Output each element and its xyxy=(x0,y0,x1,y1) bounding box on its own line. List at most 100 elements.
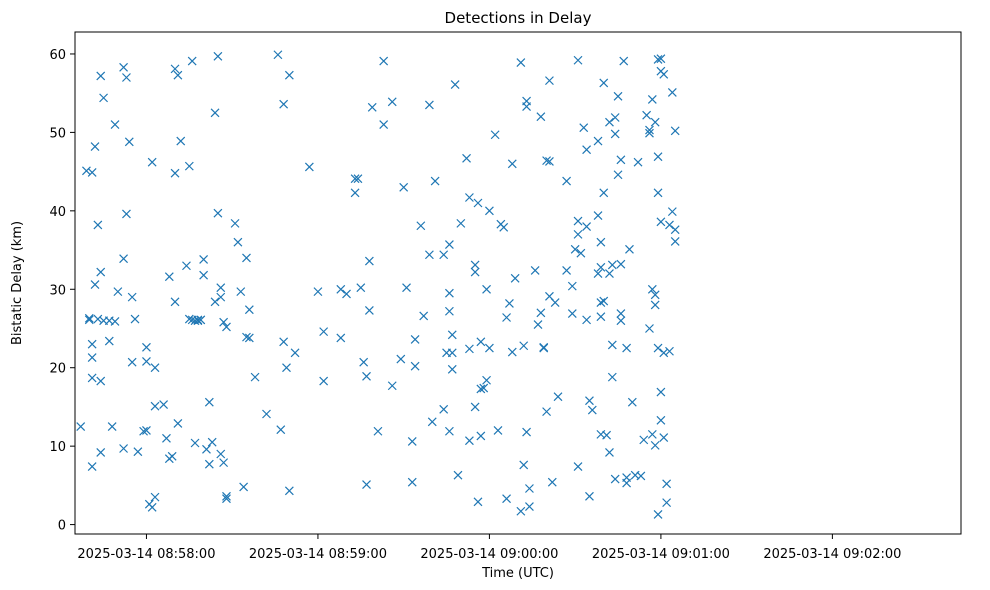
data-point xyxy=(576,248,586,258)
data-point xyxy=(273,50,283,60)
data-point xyxy=(650,300,660,310)
data-point xyxy=(645,324,654,333)
x-tick-label: 2025-03-14 09:02:00 xyxy=(763,547,901,562)
data-point xyxy=(553,392,563,402)
data-point xyxy=(213,51,223,61)
data-point xyxy=(573,55,583,65)
data-point xyxy=(147,502,157,512)
data-point xyxy=(444,306,454,316)
data-point xyxy=(633,157,643,167)
data-point xyxy=(659,433,669,442)
data-point xyxy=(659,348,669,358)
data-point xyxy=(470,267,480,277)
data-point xyxy=(359,357,369,367)
y-axis-label: Bistatic Delay (km) xyxy=(10,221,25,345)
data-point xyxy=(562,176,572,186)
plot-frame xyxy=(74,31,962,535)
data-point xyxy=(616,259,626,269)
data-point xyxy=(567,309,577,319)
data-point xyxy=(279,337,289,347)
data-point xyxy=(276,425,286,435)
data-point xyxy=(379,56,389,66)
data-point xyxy=(410,361,420,371)
data-point xyxy=(656,217,666,227)
data-point xyxy=(473,198,483,208)
data-point xyxy=(367,102,377,112)
data-point xyxy=(262,409,271,419)
data-point xyxy=(596,237,606,247)
data-point xyxy=(450,80,460,89)
data-point xyxy=(507,159,517,169)
data-point xyxy=(464,436,474,446)
data-point xyxy=(96,71,106,81)
data-point xyxy=(110,317,120,326)
data-point xyxy=(282,363,291,373)
data-point xyxy=(522,427,531,437)
data-point xyxy=(607,260,617,270)
data-point xyxy=(444,426,454,436)
data-point xyxy=(119,444,129,453)
y-tick-label: 50 xyxy=(49,126,66,141)
data-point xyxy=(447,364,457,374)
data-point xyxy=(396,354,406,364)
data-point xyxy=(522,96,531,106)
data-point xyxy=(650,117,660,127)
data-point xyxy=(622,473,632,482)
data-point xyxy=(379,120,389,129)
data-point xyxy=(304,162,314,172)
data-point xyxy=(647,95,657,104)
data-point xyxy=(173,418,183,428)
data-point xyxy=(573,229,583,239)
data-point xyxy=(250,372,260,382)
x-tick-label: 2025-03-14 08:59:00 xyxy=(249,547,387,562)
data-point xyxy=(87,167,97,177)
data-point xyxy=(656,387,666,397)
data-point xyxy=(519,341,529,351)
data-point xyxy=(150,492,160,502)
data-point xyxy=(236,287,246,297)
data-point xyxy=(127,357,137,367)
data-point xyxy=(476,337,486,347)
data-point xyxy=(505,298,514,308)
data-point xyxy=(427,417,437,427)
data-point xyxy=(533,320,543,329)
data-point xyxy=(599,78,609,88)
data-point xyxy=(222,491,231,501)
data-point xyxy=(107,422,117,431)
data-point xyxy=(233,237,243,247)
data-point xyxy=(667,87,677,97)
data-point xyxy=(279,99,289,109)
data-point xyxy=(447,330,457,340)
data-point xyxy=(170,168,180,178)
data-point xyxy=(645,125,654,135)
data-point xyxy=(607,372,617,382)
data-point xyxy=(493,426,503,435)
y-tick-label: 40 xyxy=(49,205,66,220)
data-point xyxy=(150,363,160,373)
y-tick-label: 30 xyxy=(49,283,66,298)
data-point xyxy=(113,287,123,297)
data-point xyxy=(567,281,577,291)
data-point xyxy=(87,462,97,471)
data-point xyxy=(570,244,580,254)
data-point xyxy=(150,401,160,411)
data-point xyxy=(399,182,409,192)
data-point xyxy=(176,136,186,146)
y-tick-label: 0 xyxy=(58,519,66,534)
y-tick-label: 60 xyxy=(49,48,66,63)
data-point xyxy=(364,306,374,315)
data-point xyxy=(650,290,660,300)
data-point xyxy=(476,431,486,441)
data-point xyxy=(647,429,657,439)
data-point xyxy=(242,332,251,342)
data-point xyxy=(122,209,131,219)
data-point xyxy=(607,340,617,350)
data-point xyxy=(336,333,346,343)
data-point xyxy=(636,471,646,481)
data-point xyxy=(464,344,474,354)
data-point xyxy=(499,222,509,232)
data-point xyxy=(76,422,86,431)
data-point xyxy=(596,312,606,322)
data-point xyxy=(182,261,191,271)
data-point xyxy=(605,448,614,457)
